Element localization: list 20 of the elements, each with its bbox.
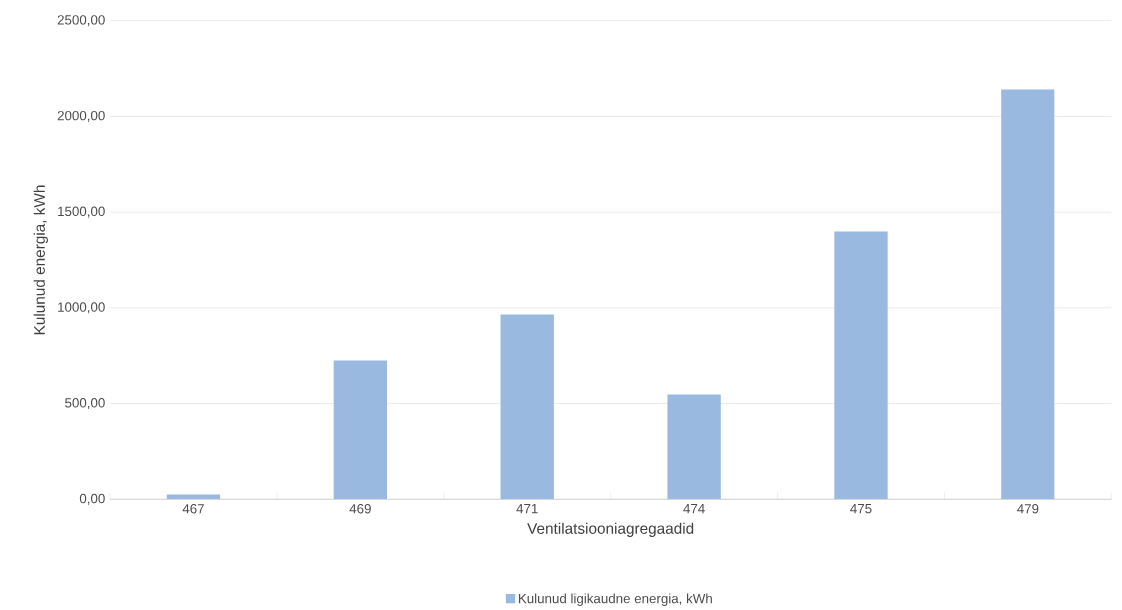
y-tick-label: 2500,00 xyxy=(57,15,105,27)
x-tick-label: 467 xyxy=(182,504,204,514)
y-tick-label: 1000,00 xyxy=(58,302,105,314)
x-tick-label: 475 xyxy=(850,504,872,514)
y-tick-label: 0,00 xyxy=(79,493,105,505)
y-axis-title: Kulunud energia, kWh xyxy=(33,185,48,335)
x-tick-label: 479 xyxy=(1017,504,1039,514)
bar xyxy=(1001,89,1055,500)
y-tick-label: 500,00 xyxy=(65,398,105,410)
bar xyxy=(667,394,721,500)
bar xyxy=(333,360,387,500)
x-tick-label: 471 xyxy=(516,504,538,514)
legend-label: Kulunud ligikaudne energia, kWh xyxy=(518,593,712,606)
bar xyxy=(834,231,888,500)
x-axis-title: Ventilatsiooniagregaadid xyxy=(527,522,694,537)
y-tick-label: 2000,00 xyxy=(57,110,105,122)
y-tick-label: 1500,00 xyxy=(58,206,105,218)
x-tick-label: 474 xyxy=(683,504,705,514)
x-tick-label: 469 xyxy=(349,504,371,514)
bar xyxy=(500,314,554,500)
